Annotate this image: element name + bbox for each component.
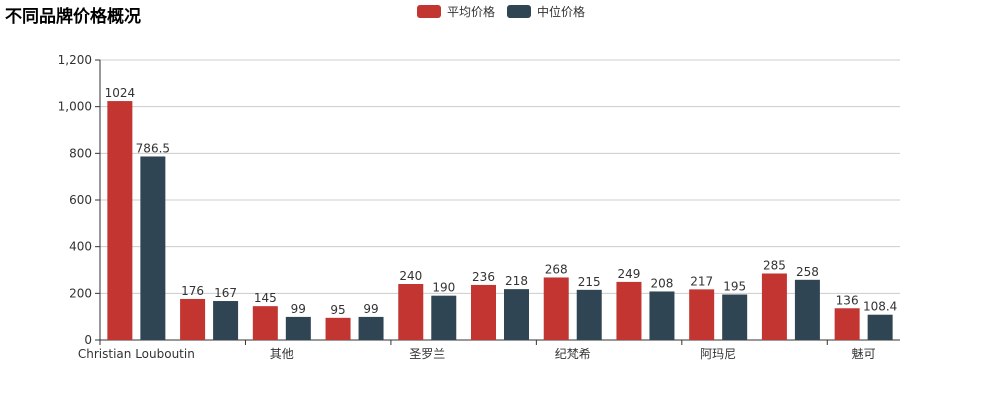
data-label: 1024 [105, 86, 136, 100]
y-tick-label: 200 [69, 286, 92, 300]
bar-avg [834, 308, 860, 340]
bar-median [140, 156, 166, 340]
bar-avg [180, 298, 206, 340]
data-label: 218 [505, 274, 528, 288]
bar-median [358, 316, 384, 340]
x-tick-label: 圣罗兰 [409, 347, 445, 361]
bar-avg [107, 101, 133, 340]
data-label: 99 [291, 302, 306, 316]
y-tick-label: 400 [69, 240, 92, 254]
bar-avg [471, 284, 496, 340]
data-label: 176 [181, 284, 204, 298]
data-label: 108.4 [863, 300, 897, 314]
data-label: 217 [690, 274, 713, 288]
data-label: 268 [545, 262, 568, 276]
bar-avg [616, 281, 642, 340]
bar-median [867, 314, 893, 340]
legend-label-median: 中位价格 [537, 5, 586, 19]
data-label: 145 [254, 291, 277, 305]
legend: 平均价格 中位价格 [417, 3, 585, 20]
bar-median [285, 316, 311, 340]
data-label: 195 [723, 280, 746, 294]
legend-swatch-avg [417, 5, 441, 18]
data-label: 190 [432, 281, 455, 295]
x-tick-label: 纪梵希 [555, 346, 591, 361]
data-label: 215 [578, 275, 601, 289]
bar-avg [325, 317, 351, 340]
x-tick-label: 其他 [270, 347, 294, 361]
data-label: 167 [214, 286, 237, 300]
bar-avg [398, 284, 424, 340]
x-tick-label: 魅可 [852, 346, 876, 361]
bar-avg [543, 277, 569, 340]
bar-median [431, 295, 457, 340]
data-label: 95 [330, 303, 345, 317]
bar-avg [761, 273, 787, 340]
bar-avg [689, 289, 715, 340]
bar-median [576, 289, 602, 340]
legend-item-median[interactable]: 中位价格 [507, 3, 585, 20]
data-label: 285 [763, 259, 786, 273]
bar-median [213, 301, 239, 340]
bar-avg [252, 306, 278, 340]
legend-item-avg[interactable]: 平均价格 [417, 3, 495, 20]
y-tick-label: 600 [69, 193, 92, 207]
y-tick-label: 0 [84, 333, 92, 347]
data-label: 236 [472, 270, 495, 284]
x-tick-label: Christian Louboutin [78, 347, 195, 361]
legend-swatch-median [507, 5, 532, 18]
y-tick-label: 1,000 [58, 100, 92, 114]
y-tick-label: 800 [69, 146, 92, 160]
y-tick-label: 1,200 [58, 53, 92, 67]
chart-title: 不同品牌价格概况 [5, 7, 141, 27]
data-label: 240 [399, 269, 422, 283]
bar-median [649, 291, 675, 340]
data-label: 249 [618, 267, 641, 281]
data-label: 208 [651, 276, 674, 290]
data-label: 99 [363, 302, 378, 316]
bar-median [794, 279, 820, 340]
data-label: 786.5 [136, 141, 170, 155]
data-label: 258 [796, 265, 819, 279]
bar-median [722, 294, 748, 340]
bar-median [504, 289, 529, 340]
x-tick-label: 阿玛尼 [700, 347, 736, 361]
data-label: 136 [836, 293, 859, 307]
legend-label-avg: 平均价格 [447, 5, 496, 19]
